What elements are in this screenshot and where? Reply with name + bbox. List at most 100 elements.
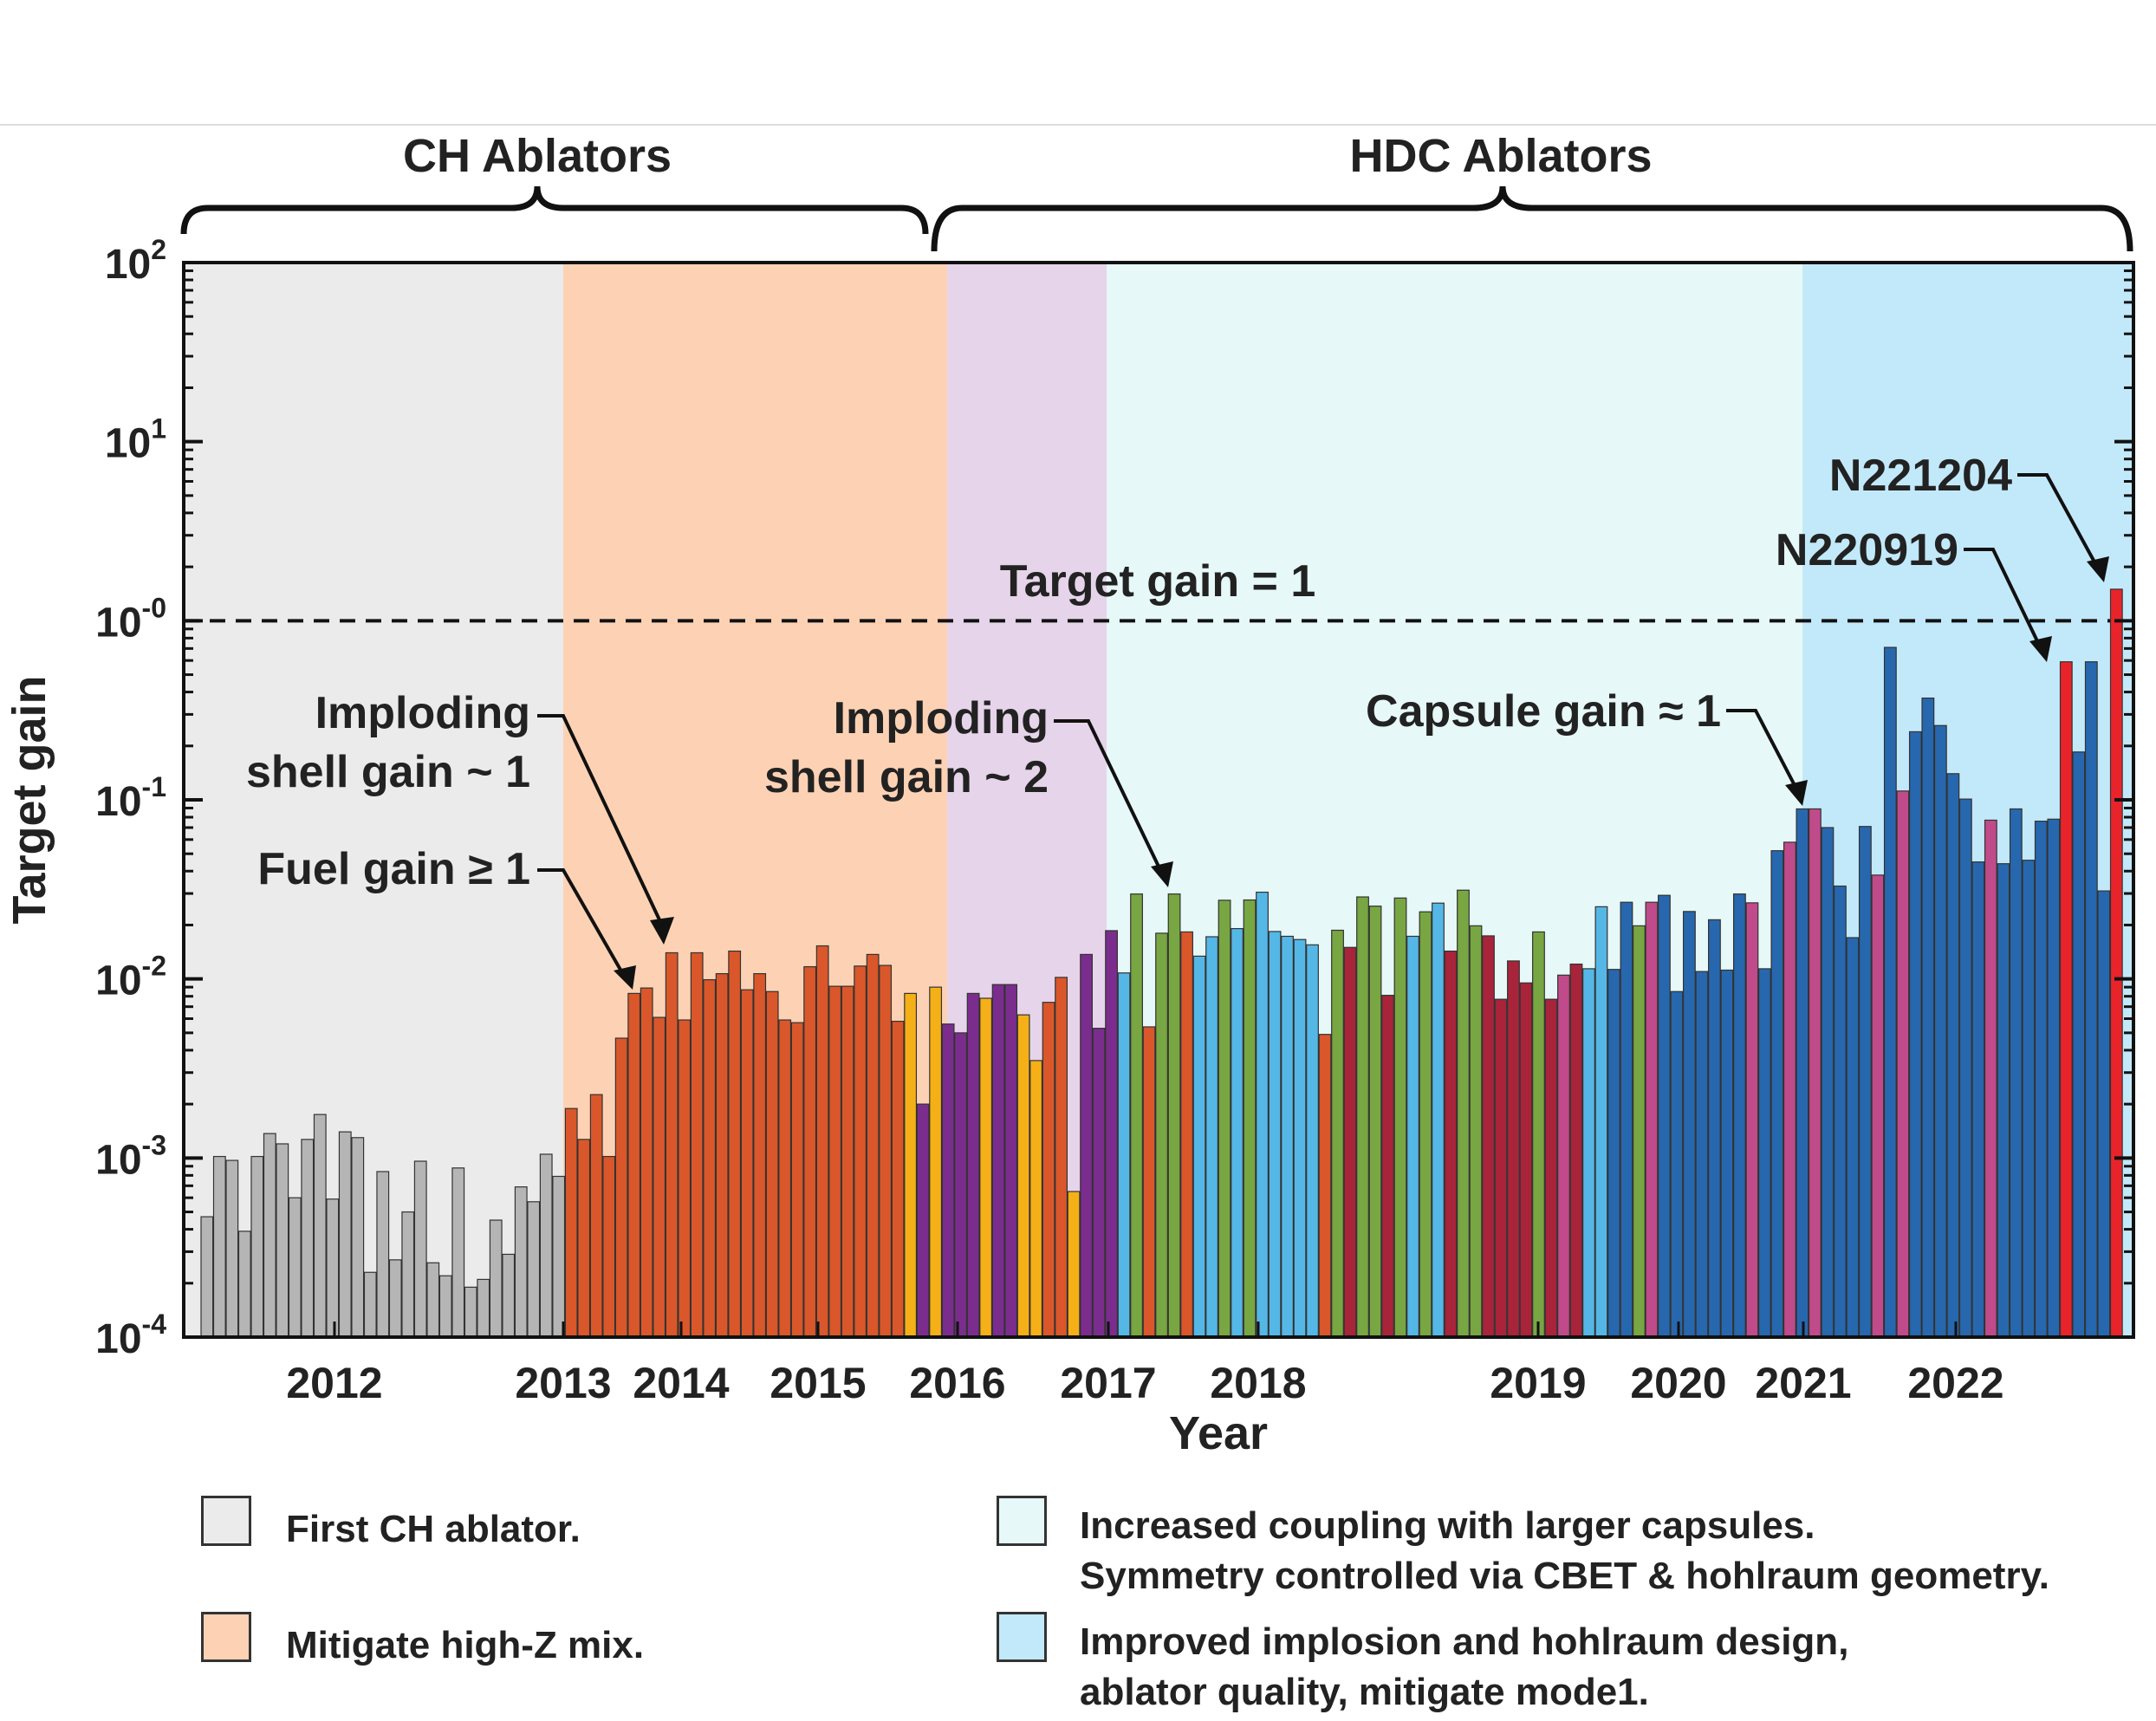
annotation-n220919: N220919: [1776, 525, 2052, 662]
bar: [1732, 893, 1746, 1338]
legend-swatch-first-ch: [201, 1496, 251, 1546]
bar: [828, 985, 842, 1338]
x-tick-label: 2012: [286, 1359, 382, 1407]
bar: [200, 1216, 214, 1338]
bar: [715, 972, 729, 1338]
bar: [602, 1155, 616, 1338]
bar: [765, 990, 779, 1338]
bar: [1569, 963, 1583, 1338]
bar: [426, 1262, 440, 1338]
annotation-arrow-imploding-2: [1054, 719, 1163, 873]
bar: [263, 1133, 276, 1338]
x-tick-label: 2016: [909, 1359, 1005, 1407]
bar: [250, 1155, 264, 1338]
annotation-text-imploding-2: Imploding shell gain ~ 2: [764, 693, 1049, 802]
bar: [1757, 968, 1771, 1338]
annotation-arrow-fuel-gain: [537, 868, 626, 977]
annotation-text-n221204: N221204: [1829, 451, 2012, 501]
bar: [1482, 935, 1495, 1338]
bar: [2097, 890, 2111, 1338]
hdc-ablators-brace: [931, 185, 2133, 252]
bar: [1268, 931, 1282, 1338]
bar: [1796, 808, 1809, 1338]
bar: [477, 1278, 490, 1338]
bar: [401, 1211, 415, 1338]
x-tick-label: 2020: [1630, 1359, 1726, 1407]
bar: [288, 1197, 302, 1338]
bar: [502, 1253, 516, 1338]
bar: [1594, 906, 1608, 1338]
bar: [1695, 971, 1709, 1338]
bar: [1620, 901, 1633, 1338]
bar: [451, 1167, 465, 1338]
bar: [1871, 874, 1885, 1338]
bar: [564, 1107, 578, 1338]
bar: [1745, 902, 1759, 1338]
bar: [941, 1023, 955, 1338]
y-tick-label: 10-1: [95, 771, 166, 825]
annotation-imploding-shell-gain-1: Imploding shell gain ~ 1: [246, 688, 674, 945]
bar: [1808, 808, 1822, 1338]
bar: [1055, 977, 1068, 1338]
bar: [1444, 950, 1458, 1338]
bar: [703, 978, 717, 1338]
bar: [678, 1019, 692, 1338]
bar: [1683, 911, 1696, 1338]
hdc-ablators-label: HDC Ablators: [1349, 130, 1652, 182]
bar: [237, 1231, 251, 1338]
bar: [1004, 984, 1018, 1338]
bar: [589, 1094, 603, 1338]
bar: [1958, 798, 1972, 1338]
annotation-text-imploding-1: Imploding shell gain ~ 1: [246, 688, 530, 797]
bar: [1080, 953, 1094, 1338]
bar: [2109, 588, 2123, 1338]
bar: [1231, 927, 1244, 1338]
bar: [1180, 931, 1193, 1338]
legend-label-first-ch: First CH ablator.: [286, 1508, 581, 1550]
bar: [1633, 925, 1646, 1338]
annotation-arrow-n221204: [2017, 473, 2099, 568]
bar: [1130, 893, 1143, 1338]
bar: [1645, 901, 1659, 1338]
y-ticks: 10-4 10-3 10-2 10-1 10-0 101 102: [95, 234, 2133, 1362]
bar: [1029, 1060, 1043, 1338]
bar: [778, 1019, 792, 1338]
bar: [904, 992, 918, 1338]
bar: [1243, 899, 1257, 1338]
bar: [627, 992, 641, 1338]
arrowhead: [614, 965, 636, 990]
bar: [1218, 899, 1231, 1338]
bar: [514, 1186, 528, 1338]
legend-swatch-larger-capsules: [997, 1496, 1047, 1546]
bar: [1306, 944, 1319, 1338]
background-region: [184, 263, 563, 1337]
bar: [351, 1137, 365, 1338]
bar: [1368, 906, 1382, 1338]
bar: [740, 989, 754, 1338]
bar: [1921, 697, 1935, 1338]
bar: [690, 951, 704, 1338]
bar: [1833, 885, 1847, 1338]
bar: [1117, 972, 1131, 1338]
arrowhead: [2087, 556, 2109, 582]
bar: [1544, 998, 1558, 1338]
arrowhead: [2029, 636, 2052, 662]
y-tick-label: 10-4: [95, 1309, 166, 1362]
bar: [1658, 894, 1671, 1338]
bar: [1406, 935, 1419, 1338]
annotation-text-n220919: N220919: [1776, 525, 1958, 575]
bar: [891, 1020, 905, 1338]
bar: [2034, 821, 2048, 1338]
bar: [1343, 946, 1357, 1338]
bar: [1331, 929, 1344, 1338]
bar: [640, 987, 653, 1338]
bar: [2084, 661, 2098, 1338]
annotation-arrow-n220919: [1964, 548, 2042, 647]
bar: [326, 1198, 340, 1338]
arrowhead: [650, 917, 674, 945]
annotation-imploding-shell-gain-2: Imploding shell gain ~ 2: [764, 693, 1173, 887]
legend-swatch-improved-implosion: [997, 1612, 1047, 1662]
bar: [1155, 932, 1168, 1338]
legend-label-larger-capsules: Increased coupling with larger capsules.…: [1080, 1504, 2049, 1597]
